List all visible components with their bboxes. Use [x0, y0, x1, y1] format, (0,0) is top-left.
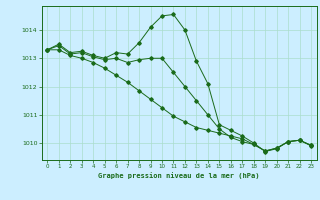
X-axis label: Graphe pression niveau de la mer (hPa): Graphe pression niveau de la mer (hPa)	[99, 172, 260, 179]
